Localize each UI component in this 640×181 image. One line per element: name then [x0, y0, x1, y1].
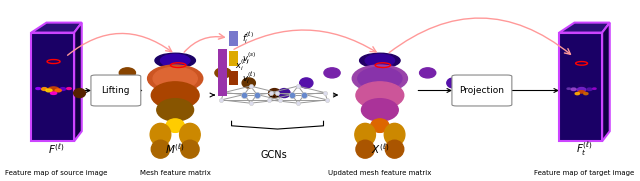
Ellipse shape	[567, 88, 570, 89]
Ellipse shape	[358, 67, 402, 90]
Text: Projection: Projection	[460, 86, 504, 95]
Ellipse shape	[148, 65, 203, 92]
Ellipse shape	[166, 119, 184, 132]
Ellipse shape	[119, 68, 136, 78]
FancyBboxPatch shape	[452, 75, 512, 106]
Ellipse shape	[48, 87, 59, 92]
Ellipse shape	[584, 92, 588, 95]
Ellipse shape	[571, 88, 576, 90]
Polygon shape	[602, 23, 610, 141]
Ellipse shape	[384, 123, 405, 146]
Polygon shape	[559, 23, 610, 33]
Ellipse shape	[51, 92, 57, 94]
Ellipse shape	[215, 68, 231, 78]
Polygon shape	[74, 23, 82, 141]
Ellipse shape	[46, 89, 52, 92]
Ellipse shape	[242, 78, 255, 88]
Ellipse shape	[365, 54, 395, 67]
Text: Feature map of target image: Feature map of target image	[534, 170, 635, 176]
Bar	[228, 31, 238, 46]
Text: Updated mesh feature matrix: Updated mesh feature matrix	[328, 170, 431, 176]
Ellipse shape	[587, 88, 592, 90]
Ellipse shape	[42, 88, 47, 90]
Ellipse shape	[578, 85, 585, 87]
Bar	[228, 71, 238, 85]
Text: $x_i^{(\ell)}$: $x_i^{(\ell)}$	[234, 57, 248, 73]
Ellipse shape	[95, 78, 108, 88]
Text: Feature map of source image: Feature map of source image	[5, 170, 108, 176]
Bar	[228, 51, 238, 66]
Ellipse shape	[371, 119, 389, 132]
Ellipse shape	[360, 53, 400, 68]
Polygon shape	[31, 23, 82, 33]
Ellipse shape	[447, 78, 460, 88]
Ellipse shape	[575, 92, 579, 95]
Ellipse shape	[157, 99, 193, 121]
Ellipse shape	[153, 67, 197, 90]
Ellipse shape	[151, 140, 170, 158]
Text: GCNs: GCNs	[261, 150, 287, 160]
Ellipse shape	[579, 91, 585, 93]
Text: ...: ...	[268, 87, 280, 100]
Polygon shape	[559, 33, 602, 141]
Ellipse shape	[161, 54, 190, 67]
Ellipse shape	[36, 88, 40, 89]
Ellipse shape	[593, 88, 596, 89]
Text: $f_i^{(\ell)}$: $f_i^{(\ell)}$	[242, 30, 254, 46]
FancyBboxPatch shape	[91, 75, 141, 106]
Ellipse shape	[362, 99, 398, 121]
Ellipse shape	[180, 123, 200, 146]
Ellipse shape	[50, 84, 58, 87]
Ellipse shape	[55, 89, 61, 92]
Ellipse shape	[352, 65, 408, 92]
Ellipse shape	[385, 140, 404, 158]
Ellipse shape	[355, 123, 376, 146]
Ellipse shape	[278, 89, 290, 98]
Ellipse shape	[60, 88, 66, 90]
Ellipse shape	[180, 140, 199, 158]
Ellipse shape	[269, 89, 280, 98]
Text: Mesh feature matrix: Mesh feature matrix	[140, 170, 211, 176]
Text: $F_t^{(\ell)}$: $F_t^{(\ell)}$	[576, 140, 593, 158]
Polygon shape	[31, 33, 74, 141]
Ellipse shape	[324, 68, 340, 78]
Text: Lifting: Lifting	[102, 86, 130, 95]
Ellipse shape	[67, 88, 71, 89]
Bar	[218, 49, 227, 96]
Ellipse shape	[150, 123, 171, 146]
Ellipse shape	[420, 68, 436, 78]
Text: $v_i^{(\ell)}$: $v_i^{(\ell)}$	[242, 70, 256, 86]
Text: $v_i^{(s)}$: $v_i^{(s)}$	[242, 50, 257, 66]
Ellipse shape	[474, 89, 485, 98]
Text: $F^{(\ell)}$: $F^{(\ell)}$	[48, 142, 65, 156]
Ellipse shape	[577, 88, 586, 92]
Ellipse shape	[300, 78, 313, 88]
Text: $M^{(\ell)}$: $M^{(\ell)}$	[165, 142, 185, 156]
Ellipse shape	[151, 82, 199, 109]
Ellipse shape	[356, 140, 374, 158]
Ellipse shape	[155, 53, 195, 68]
Ellipse shape	[74, 89, 85, 98]
Text: $X^{(\ell)}$: $X^{(\ell)}$	[371, 142, 389, 156]
Ellipse shape	[356, 82, 404, 109]
